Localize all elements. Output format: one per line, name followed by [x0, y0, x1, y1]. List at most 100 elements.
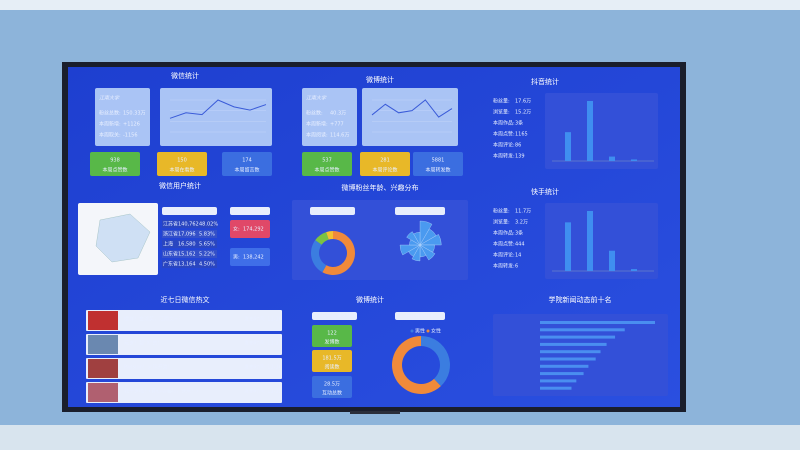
rose-sector — [411, 244, 421, 262]
label: 40.3万 — [330, 111, 346, 117]
logo: 江南大学 — [99, 95, 120, 102]
legend-swatch — [410, 329, 414, 333]
label: 140,762 — [178, 222, 199, 228]
label: 本周阅读: — [306, 132, 328, 139]
bar — [540, 321, 655, 324]
donut-segment — [392, 336, 441, 394]
rose-sector — [419, 244, 436, 261]
label: 6 — [515, 264, 518, 270]
legend-label: 女性 — [431, 328, 441, 335]
stat-label: 本周点赞数 — [314, 167, 339, 174]
label: 1165 — [515, 132, 528, 138]
panel-title: 微信统计 — [171, 71, 199, 80]
stat-value: 181.5万 — [322, 356, 341, 362]
label: 粉丝省份分布 — [174, 208, 204, 215]
rose-sector — [406, 231, 421, 246]
ledge — [0, 425, 800, 450]
stat-value: 150 — [177, 158, 187, 164]
panel-title: 抖音统计 — [531, 77, 559, 86]
label: 粉丝性别分布 — [235, 208, 265, 215]
label: +1126 — [123, 122, 140, 128]
header — [312, 312, 357, 320]
label: 粉丝兴趣分布 — [405, 208, 435, 215]
label: 本周作品: — [493, 120, 515, 127]
chart-panel — [545, 203, 658, 279]
header — [230, 207, 270, 215]
stat-label: 发博数 — [324, 339, 339, 346]
stat-box — [360, 152, 410, 176]
donut-segment — [326, 231, 333, 240]
trend-line — [169, 99, 267, 119]
label: 发布时间: 11-15 — [244, 388, 282, 395]
trend-line — [371, 99, 453, 118]
rose-sector — [419, 234, 442, 246]
thumbnail — [88, 311, 118, 330]
label: 15.2万 — [515, 110, 531, 116]
label: +777 — [330, 122, 344, 128]
stat-box — [312, 325, 352, 347]
bar — [540, 364, 589, 368]
stat-box — [222, 152, 272, 176]
header — [310, 207, 355, 215]
label: 5.22% — [199, 252, 215, 258]
bar — [565, 132, 571, 161]
header — [395, 207, 445, 215]
label: 粉丝量: — [493, 208, 510, 215]
label: -1156 — [123, 133, 138, 139]
chart-card — [362, 88, 458, 146]
bar — [540, 379, 577, 383]
stat-label: 本周留言数 — [234, 167, 259, 174]
bar — [631, 159, 637, 161]
gender-box — [230, 220, 270, 238]
donut-segment — [315, 232, 329, 245]
label: 16,580 — [178, 242, 196, 248]
label: 近7日平台博文数据 — [313, 313, 356, 320]
legend-label: 男性 — [415, 328, 425, 335]
chart-panel — [545, 93, 658, 169]
account-card — [95, 88, 150, 146]
stat-label: 互动总数 — [322, 390, 342, 397]
stat-box — [302, 152, 352, 176]
label: 上海 — [163, 241, 173, 248]
panel-title: 微博粉丝年龄、兴趣分布 — [342, 183, 419, 192]
label: 3条 — [515, 230, 523, 237]
ceiling — [0, 0, 800, 10]
donut-segment — [322, 231, 355, 276]
stat-value: 28.5万 — [324, 382, 340, 388]
label: 发布时间: 11-17 — [244, 340, 282, 347]
bar — [587, 101, 593, 161]
stat-value: 938 — [110, 158, 120, 164]
panel-title: 学院新闻动态前十名 — [549, 295, 612, 304]
stat-value: 5881 — [432, 158, 445, 164]
label: 浏览量: — [493, 109, 510, 116]
stat-label: 阅读数 — [324, 364, 339, 371]
row — [162, 240, 217, 248]
label: 17.6万 — [515, 99, 531, 105]
header — [395, 312, 445, 320]
panel-title: 微信用户统计 — [159, 181, 201, 190]
stat-box — [157, 152, 207, 176]
label: 5.83% — [199, 232, 215, 238]
row — [162, 260, 217, 268]
stat-label: 本周点赞数 — [102, 167, 127, 174]
panel-title: 近七日微信热文 — [161, 295, 210, 304]
article-row — [86, 334, 282, 355]
header — [162, 207, 217, 215]
bar — [587, 211, 593, 271]
label: 粉丝量: — [493, 98, 510, 105]
label: 发布时间: 11-18 — [244, 316, 282, 323]
label: 发布时间: 11-16 — [244, 364, 282, 371]
article-row — [86, 310, 282, 331]
stat-value: 174 — [242, 158, 252, 164]
logo: 江南大学 — [306, 95, 327, 102]
label: 150.33万 — [123, 111, 146, 117]
label: 山东省 — [163, 251, 178, 258]
label: 本周新增: — [99, 121, 121, 128]
panel-title: 微博统计 — [366, 75, 394, 84]
label: 本周新增: — [306, 121, 328, 128]
label: 我十岁啦！(有心动福利，快来！) — [124, 388, 198, 395]
label: 男: — [233, 255, 240, 261]
gender-box — [230, 248, 270, 266]
